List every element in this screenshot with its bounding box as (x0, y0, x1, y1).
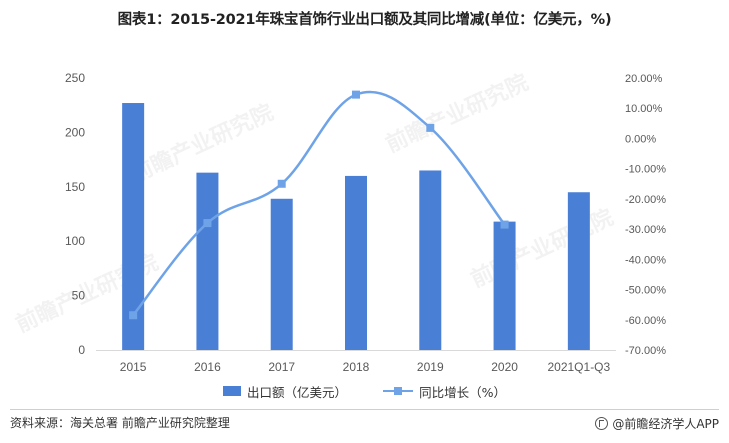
chart-title: 图表1：2015-2021年珠宝首饰行业出口额及其同比增减(单位：亿美元，%) (117, 12, 612, 28)
footer-brand: @前瞻经济学人APP (595, 414, 719, 432)
right-tick-label: -10.00% (625, 164, 666, 176)
line-marker (129, 311, 138, 320)
bar (270, 198, 293, 350)
bar (345, 175, 367, 350)
x-tick-label: 2018 (343, 360, 370, 374)
bar (122, 103, 145, 350)
x-tick-label: 2016 (194, 360, 221, 374)
legend-bar-swatch (223, 386, 242, 396)
bar (493, 221, 516, 350)
footer-divider (10, 409, 719, 410)
bar (196, 172, 219, 350)
left-tick-label: 100 (65, 234, 85, 248)
left-tick-label: 150 (65, 180, 85, 194)
legend-line-label: 同比增长（%） (419, 384, 506, 400)
source-note: 资料来源：海关总署 前瞻产业研究院整理 (10, 416, 230, 430)
line-marker (277, 179, 286, 188)
x-tick-label: 2017 (268, 360, 295, 374)
right-tick-label: -40.00% (625, 254, 666, 266)
x-tick-label: 2020 (491, 360, 518, 374)
left-tick-label: 50 (72, 289, 86, 303)
bar (567, 192, 590, 350)
right-axis: -70.00% -60.00% -50.00% -40.00% -30.00% -20.0… (625, 73, 666, 357)
right-tick-label: 0.00% (625, 133, 656, 145)
legend-line-marker (394, 387, 403, 395)
left-tick-label: 0 (78, 343, 85, 357)
left-axis: 0 50 100 150 200 250 (65, 71, 85, 357)
right-tick-label: 20.00% (625, 73, 663, 85)
x-tick-label: 2019 (417, 360, 444, 374)
line-marker (203, 219, 212, 228)
watermark-text: 前瞻产业研究院 (467, 204, 618, 293)
growth-line (132, 90, 506, 317)
brand-logo-icon (595, 416, 609, 430)
x-tick-label: 2015 (120, 360, 147, 374)
line-series (129, 90, 509, 320)
legend-item-line[interactable]: 同比增长（%） (383, 382, 506, 401)
line-marker (352, 90, 360, 99)
left-tick-label: 200 (65, 125, 85, 139)
watermark-text: 前瞻产业研究院 (382, 69, 533, 158)
left-tick-label: 250 (65, 71, 85, 85)
bar (419, 170, 442, 350)
right-tick-label: -60.00% (625, 315, 666, 327)
right-tick-label: -30.00% (625, 224, 666, 236)
brand-label: @前瞻经济学人APP (612, 416, 719, 431)
x-axis-labels: 2015 2016 2017 2018 2019 2020 2021Q1-Q3 (120, 360, 611, 374)
line-marker (500, 220, 509, 229)
right-tick-label: -50.00% (625, 285, 666, 297)
right-tick-label: -20.00% (625, 194, 666, 206)
line-marker (426, 123, 435, 132)
x-tick-label: 2021Q1-Q3 (547, 360, 610, 374)
legend: 出口额（亿美元） 同比增长（%） (0, 381, 729, 401)
right-tick-label: -70.00% (625, 345, 666, 357)
bar-series (122, 103, 590, 350)
legend-item-bar[interactable]: 出口额（亿美元） (223, 382, 347, 401)
legend-bar-label: 出口额（亿美元） (247, 384, 348, 400)
right-tick-label: 10.00% (625, 103, 663, 115)
legend-line-swatch (383, 386, 414, 396)
